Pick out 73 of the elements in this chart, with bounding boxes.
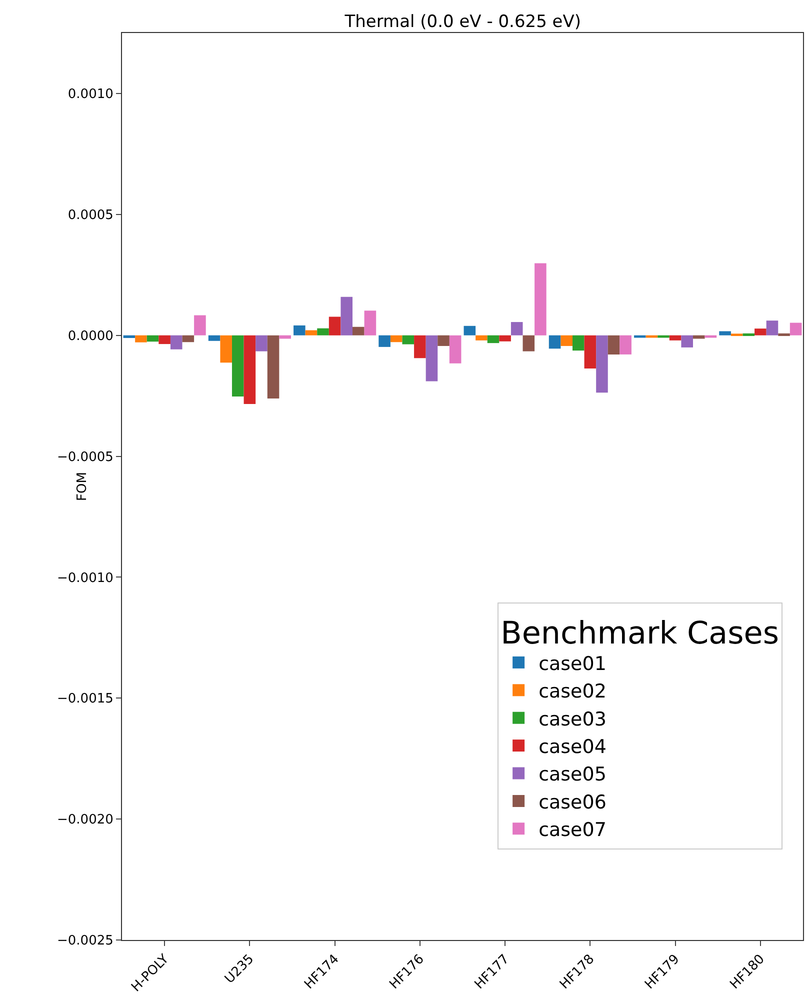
bar: [146, 335, 159, 342]
bar: [414, 335, 426, 358]
y-tick-label: −0.0020: [57, 812, 114, 828]
bar: [402, 335, 414, 344]
bar: [194, 315, 206, 336]
bar: [279, 335, 291, 339]
bar: [267, 335, 280, 398]
legend-label: case05: [538, 764, 606, 786]
bar: [534, 263, 546, 336]
y-tick-label: 0.0010: [68, 87, 114, 102]
bar: [123, 335, 136, 338]
y-tick-label: −0.0005: [57, 450, 114, 465]
y-axis-title: FOM: [75, 472, 90, 501]
bar: [378, 335, 390, 347]
bar: [426, 335, 438, 382]
bar: [522, 335, 535, 352]
y-tick-label: 0.0005: [68, 208, 114, 223]
bar: [170, 335, 182, 350]
bar: [596, 335, 608, 393]
bar: [158, 335, 170, 344]
bar: [352, 326, 364, 336]
bar: [135, 335, 147, 342]
legend-label: case04: [538, 736, 606, 758]
bar: [634, 335, 646, 338]
bar: [646, 335, 658, 338]
y-tick-label: −0.0025: [57, 934, 114, 949]
bar: [681, 335, 694, 348]
chart-title: Thermal (0.0 eV - 0.625 eV): [344, 12, 582, 32]
y-tick-label: 0.0000: [68, 328, 114, 344]
bar: [182, 335, 194, 342]
bar: [742, 333, 755, 336]
bar: [256, 335, 268, 352]
bar: [658, 335, 670, 338]
bar: [328, 316, 341, 336]
legend-label: case02: [538, 680, 606, 703]
bar: [294, 325, 306, 336]
bar: [340, 296, 353, 336]
bar: [620, 335, 632, 354]
bar: [560, 335, 572, 346]
bar: [317, 328, 329, 336]
bar: [572, 335, 584, 351]
legend-label: case07: [538, 819, 606, 842]
bar: [766, 320, 778, 336]
bar: [476, 335, 488, 340]
bar: [704, 335, 717, 338]
bar: [487, 335, 500, 344]
bar: [778, 333, 790, 336]
y-tick-label: −0.0015: [57, 692, 114, 707]
bar: [244, 335, 256, 404]
bar: [584, 335, 596, 368]
bar: [608, 335, 620, 354]
legend-title: Benchmark Cases: [500, 616, 780, 652]
bar: [719, 331, 731, 336]
bar: [510, 322, 523, 336]
bar: [364, 310, 376, 336]
bar: [220, 335, 232, 363]
legend-label: case06: [538, 791, 606, 814]
bar: [390, 335, 402, 342]
bar: [548, 335, 561, 349]
bar: [449, 335, 462, 364]
bar: [305, 330, 318, 336]
legend-label: case03: [538, 708, 606, 730]
bar: [669, 335, 682, 340]
bar: [232, 335, 244, 397]
bar: [754, 328, 766, 336]
legend-label: case01: [538, 652, 606, 675]
bar: [499, 335, 511, 342]
bar: [790, 322, 802, 336]
bar: [464, 326, 476, 336]
bar: [208, 335, 220, 341]
y-tick-label: −0.0010: [57, 570, 114, 586]
bar: [693, 335, 705, 339]
bar: [438, 335, 450, 346]
